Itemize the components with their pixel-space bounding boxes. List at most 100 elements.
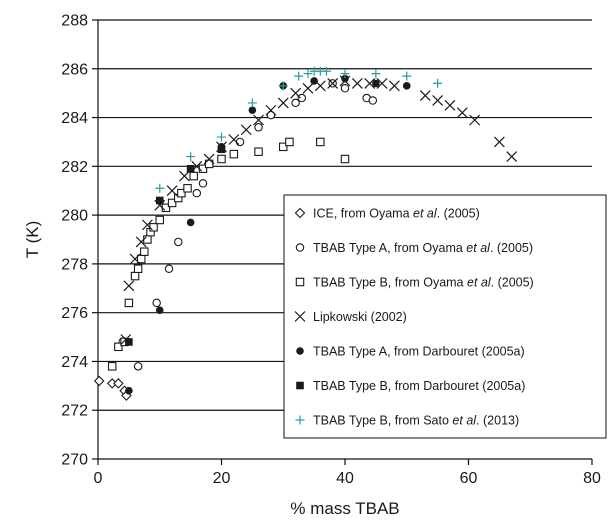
data-point	[186, 152, 196, 162]
data-point	[149, 223, 158, 232]
data-point	[402, 71, 412, 81]
legend-label: TBAB Type B, from Oyama et al. (2005)	[313, 276, 534, 290]
data-point	[254, 123, 263, 132]
data-point	[155, 306, 164, 315]
data-point	[316, 137, 325, 147]
y-tick-label: 270	[61, 452, 88, 469]
y-tick-label: 286	[61, 61, 88, 78]
legend-entry: TBAB Type B, from Darbouret (2005a)	[296, 379, 525, 393]
data-point	[198, 179, 208, 188]
data-point	[456, 107, 468, 119]
data-point	[290, 87, 302, 99]
data-point	[179, 170, 190, 182]
data-point	[364, 77, 376, 89]
data-point	[141, 219, 153, 231]
series-5	[125, 145, 226, 346]
legend-entry: TBAB Type A, from Oyama et al. (2005)	[295, 241, 533, 255]
legend-label: TBAB Type B, from Sato et al. (2013)	[313, 414, 519, 428]
data-point	[297, 93, 307, 103]
data-point	[155, 183, 165, 193]
legend-entry: TBAB Type A, from Darbouret (2005a)	[296, 345, 525, 359]
y-tick-label: 274	[61, 354, 88, 371]
legend-label: Lipkowski (2002)	[313, 310, 407, 324]
data-point	[303, 69, 313, 79]
y-tick-label: 280	[61, 208, 88, 225]
data-point	[217, 145, 226, 154]
legend-marker	[296, 381, 304, 390]
data-point	[183, 184, 192, 193]
data-point	[113, 378, 124, 389]
data-point	[506, 151, 518, 163]
data-point	[253, 114, 264, 126]
data-point	[493, 136, 505, 148]
data-point	[164, 264, 174, 274]
y-axis-label: T (K)	[23, 221, 42, 258]
data-point	[302, 82, 314, 94]
data-points	[93, 66, 518, 401]
x-axis-label: % mass TBAB	[290, 499, 399, 518]
legend-marker	[295, 243, 305, 252]
data-point	[114, 342, 123, 352]
x-tick-label: 40	[336, 470, 354, 487]
data-point	[93, 375, 105, 387]
data-point	[368, 96, 378, 105]
data-point	[278, 81, 288, 91]
x-tick-label: 80	[583, 470, 601, 487]
data-point	[433, 78, 443, 88]
legend-marker	[295, 415, 305, 425]
data-point	[402, 82, 411, 90]
axes: 270 272 274 276 278 280 282 284 286 288 0 20 40 60 80	[61, 13, 601, 488]
data-point	[167, 198, 177, 208]
data-point	[247, 98, 257, 108]
data-point	[125, 338, 133, 346]
data-point	[143, 235, 152, 244]
data-point	[469, 114, 481, 126]
data-point	[228, 134, 240, 145]
data-point	[186, 218, 195, 227]
legend-entry: TBAB Type B, from Oyama et al. (2005)	[295, 276, 534, 290]
series-6	[155, 66, 443, 193]
data-point	[123, 280, 135, 292]
data-point	[340, 154, 350, 164]
data-point	[155, 215, 165, 225]
legend-label: TBAB Type B, from Darbouret (2005a)	[313, 379, 525, 393]
y-tick-label: 276	[61, 305, 88, 322]
data-point	[277, 97, 289, 109]
legend-marker	[296, 347, 304, 355]
data-point	[376, 77, 388, 89]
data-point	[130, 271, 140, 281]
legend-entry: ICE, from Oyama et al. (2005)	[294, 207, 480, 221]
series-1	[118, 79, 378, 371]
data-point	[432, 95, 444, 106]
data-point	[124, 298, 134, 308]
data-point	[107, 362, 117, 371]
data-point	[140, 247, 149, 256]
legend: ICE, from Oyama et al. (2005) TBAB Type A…	[283, 194, 607, 439]
data-point	[310, 77, 318, 85]
y-tick-label: 272	[61, 403, 88, 420]
data-point	[204, 159, 214, 169]
legend-label: ICE, from Oyama et al. (2005)	[313, 207, 480, 221]
legend-label: TBAB Type A, from Darbouret (2005a)	[313, 345, 525, 359]
data-point	[294, 71, 304, 81]
data-point	[340, 69, 350, 79]
legend-entry: TBAB Type B, from Sato et al. (2013)	[295, 414, 519, 428]
data-point	[125, 386, 133, 395]
data-point	[166, 185, 178, 197]
series-3	[120, 75, 518, 345]
data-point	[388, 80, 400, 92]
data-point	[235, 137, 245, 147]
series-0	[93, 375, 132, 401]
legend-marker	[295, 277, 305, 287]
data-point	[351, 77, 363, 89]
data-point	[133, 264, 143, 274]
data-point	[192, 188, 202, 198]
x-tick-label: 60	[460, 470, 478, 487]
data-point	[135, 236, 147, 248]
data-point	[419, 90, 431, 102]
data-point	[291, 98, 300, 108]
data-point	[203, 153, 215, 165]
data-point	[136, 254, 146, 264]
data-point	[152, 298, 161, 308]
data-point	[248, 106, 257, 115]
